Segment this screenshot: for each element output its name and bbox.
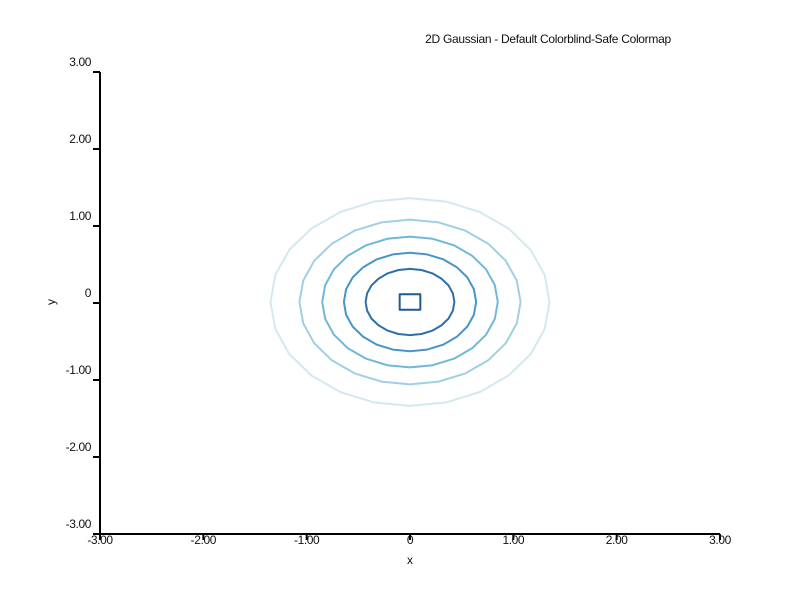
y-axis-label: y	[44, 299, 58, 305]
x-tick-label: 1.00	[502, 533, 524, 547]
y-tick-label: 3.00	[69, 55, 91, 69]
x-axis-label: x	[407, 553, 413, 567]
x-tick-label: 3.00	[709, 533, 731, 547]
x-tick-label: 0	[407, 533, 414, 547]
contour-level-1	[269, 197, 551, 407]
x-axis-ticks: -3.00 -2.00 -1.00 0 1.00 2.00 3.00	[87, 533, 732, 547]
contour-level-6	[398, 293, 422, 311]
x-tick-label: -3.00	[87, 533, 113, 547]
contour-level-5	[364, 267, 456, 337]
y-tick-label: -1.00	[66, 363, 92, 377]
y-tick-label: -3.00	[66, 517, 92, 531]
y-tick-label: 1.00	[69, 209, 91, 223]
y-tick-label: 0	[85, 286, 92, 300]
y-tick-label: 2.00	[69, 132, 91, 146]
chart-title: 2D Gaussian - Default Colorblind-Safe Co…	[425, 32, 671, 46]
contour-level-3	[321, 235, 499, 369]
contour-level-2	[298, 218, 522, 386]
contour-lines	[269, 197, 551, 407]
x-tick-label: 2.00	[606, 533, 628, 547]
x-tick-label: -1.00	[294, 533, 320, 547]
y-tick-label: -2.00	[66, 440, 92, 454]
y-axis-ticks: 3.00 2.00 1.00 0 -1.00 -2.00 -3.00	[66, 55, 100, 535]
x-tick-label: -2.00	[191, 533, 217, 547]
contour-level-4	[342, 251, 478, 353]
